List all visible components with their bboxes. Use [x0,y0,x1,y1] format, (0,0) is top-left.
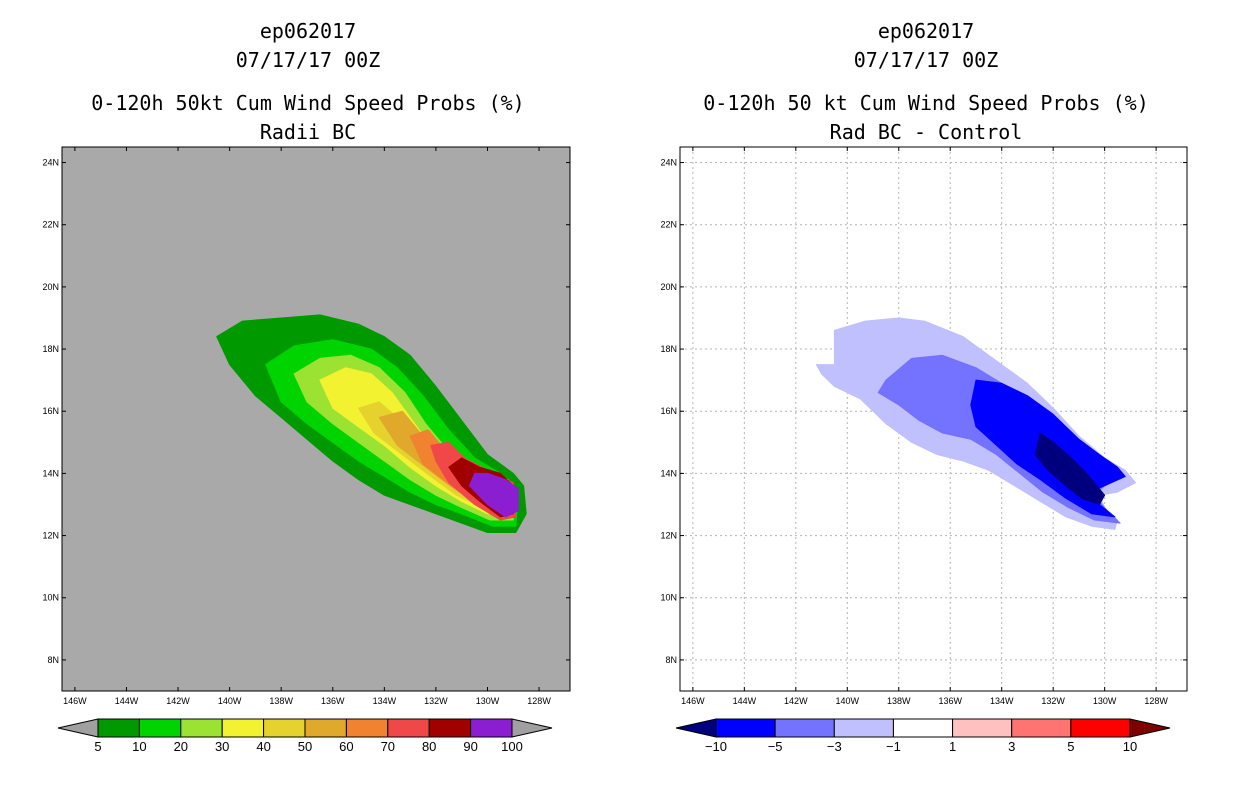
contour-fills [815,317,1136,530]
x-tick-label: 140W [218,696,242,706]
colorbar-label: −10 [705,739,727,754]
colorbar-label: 30 [215,739,229,754]
x-tick-label: 136W [938,696,962,706]
y-tick-label: 12N [660,531,677,541]
colorbar-swatch [715,718,776,738]
x-tick-label: 138W [269,696,293,706]
colorbar-swatch [345,718,389,738]
right-storm-id: ep062017 [878,19,974,43]
colorbar-label: −5 [768,739,783,754]
colorbar-swatch [833,718,894,738]
y-tick-label: 18N [660,344,677,354]
x-tick-label: 142W [166,696,190,706]
right-chart-title: 0-120h 50 kt Cum Wind Speed Probs (%) [703,91,1149,115]
right-chart-subtitle: Rad BC - Control [830,120,1023,144]
right-colorbar: −10 −5 −3 −1 1 3 5 10 [675,718,1171,754]
right-date-time: 07/17/17 00Z [854,48,999,72]
colorbar-label: −1 [886,739,901,754]
y-tick-label: 22N [660,220,677,230]
colorbar-label: 1 [949,739,956,754]
colorbar-label: 40 [256,739,270,754]
y-tick-label: 20N [660,282,677,292]
plot-border [61,146,571,692]
colorbar-label: 50 [298,739,312,754]
y-tick-label: 24N [42,158,59,168]
left-storm-id: ep062017 [260,19,356,43]
colorbar-label: 100 [501,739,523,754]
colorbar-swatch [1011,718,1072,738]
colorbar-label: 70 [381,739,395,754]
left-date-time: 07/17/17 00Z [236,48,381,72]
x-tick-label: 130W [476,696,500,706]
left-colorbar: 5 10 20 30 40 50 60 70 80 90 100 [57,718,553,754]
x-tick-label: 140W [836,696,860,706]
colorbar-label: 3 [1008,739,1015,754]
colorbar-swatch [97,718,140,738]
left-chart-title: 0-120h 50kt Cum Wind Speed Probs (%) [91,91,524,115]
y-tick-label: 12N [42,531,59,541]
colorbar-swatch [138,718,182,738]
x-tick-label: 134W [990,696,1014,706]
y-tick-label: 14N [660,468,677,478]
x-tick-label: 132W [1041,696,1065,706]
y-tick-label: 10N [42,593,59,603]
colorbar-arrow-high [511,718,553,738]
left-plot-area: 146W 144W 142W 140W 138W 136W 134W 132W 130W 128W… [42,146,571,706]
right-plot-area: 146W 144W 142W 140W 138W 136W 134W 132W 130W 128W… [660,146,1188,706]
contour-level--10 [1034,432,1106,505]
colorbar-label: 80 [422,739,436,754]
y-tick-label: 18N [42,344,59,354]
y-tick-label: 24N [660,158,677,168]
colorbar-label: 60 [339,739,353,754]
colorbar-arrow-low [675,718,717,738]
colorbar-swatch [470,718,513,738]
x-tick-label: 128W [1144,696,1168,706]
plot-border [679,146,1188,692]
contour-fills [216,314,527,533]
y-tick-label: 10N [660,593,677,603]
x-tick-label: 132W [424,696,448,706]
x-tick-label: 138W [887,696,911,706]
colorbar-swatch [304,718,347,738]
colorbar-swatch [221,718,265,738]
y-tick-label: 16N [42,406,59,416]
colorbar-swatch [387,718,430,738]
y-tick-label: 8N [665,655,677,665]
x-tick-label: 146W [681,696,705,706]
x-tick-label: 144W [733,696,757,706]
colorbar-label: 5 [1067,739,1074,754]
left-chart-subtitle: Radii BC [260,120,356,144]
colorbar-label: 90 [463,739,477,754]
colorbar-label: 10 [132,739,146,754]
colorbar-swatch [952,718,1013,738]
colorbar-swatch [1070,718,1131,738]
x-tick-label: 136W [321,696,345,706]
x-tick-label: 146W [63,696,87,706]
right-panel: ep062017 07/17/17 00Z 0-120h 50 kt Cum W… [660,19,1188,754]
colorbar-arrow-low [57,718,99,738]
x-tick-label: 128W [527,696,551,706]
colorbar-label: 10 [1123,739,1137,754]
x-tick-label: 130W [1093,696,1117,706]
colorbar-swatch [774,718,835,738]
colorbar-swatch [892,718,954,738]
y-tick-label: 22N [42,220,59,230]
x-tick-label: 144W [115,696,139,706]
y-tick-label: 14N [42,468,59,478]
colorbar-label: −3 [827,739,842,754]
y-tick-label: 20N [42,282,59,292]
colorbar-swatch [263,718,306,738]
colorbar-swatch [428,718,472,738]
colorbar-swatch [180,718,223,738]
y-tick-label: 8N [47,655,59,665]
colorbar-arrow-high [1129,718,1171,738]
colorbar-label: 20 [174,739,188,754]
colorbar-label: 5 [94,739,101,754]
x-tick-label: 134W [373,696,397,706]
left-panel: ep062017 07/17/17 00Z 0-120h 50kt Cum Wi… [42,19,571,754]
contour-level-90 [468,472,519,518]
y-tick-label: 16N [660,406,677,416]
x-tick-label: 142W [784,696,808,706]
